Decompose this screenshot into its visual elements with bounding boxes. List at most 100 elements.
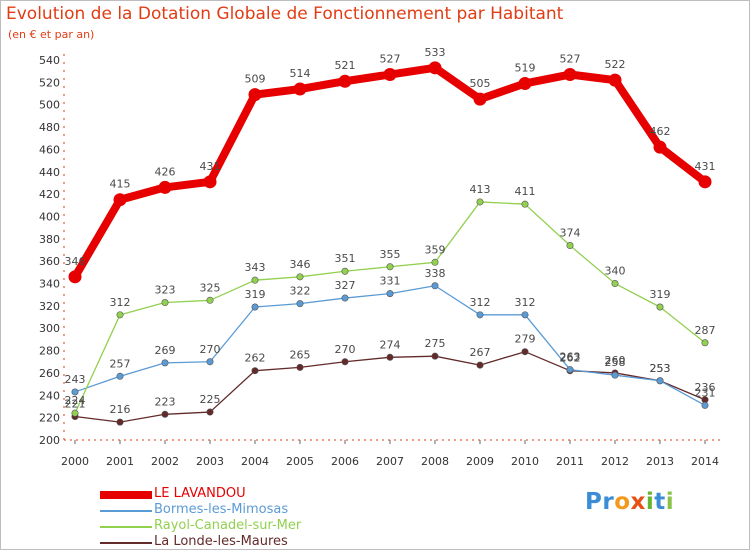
data-point (431, 352, 439, 360)
legend-item: LE LAVANDOU (100, 486, 360, 502)
data-label: 269 (155, 344, 176, 357)
x-tick-label: 2014 (691, 455, 719, 468)
data-point (701, 401, 709, 409)
data-label: 322 (290, 285, 311, 298)
data-point (521, 348, 529, 356)
data-label: 522 (605, 58, 626, 71)
data-point (383, 68, 397, 82)
data-label: 258 (605, 356, 626, 369)
legend-label: Rayol-Canadel-sur-Mer (154, 518, 302, 533)
logo-letter: r (602, 489, 615, 515)
data-point (296, 363, 304, 371)
data-label: 355 (380, 248, 401, 261)
data-label: 270 (335, 343, 356, 356)
y-tick-label: 220 (39, 412, 60, 425)
data-point (653, 140, 667, 154)
data-label: 509 (245, 73, 266, 86)
data-point (113, 193, 127, 207)
x-tick-label: 2013 (646, 455, 674, 468)
data-label: 346 (65, 255, 86, 268)
data-label: 415 (110, 178, 131, 191)
data-label: 243 (65, 373, 86, 386)
data-label: 221 (65, 398, 86, 411)
data-label: 521 (335, 59, 356, 72)
data-label: 267 (470, 346, 491, 359)
y-tick-label: 320 (39, 300, 60, 313)
data-point (611, 280, 619, 288)
data-label: 279 (515, 333, 536, 346)
data-point (521, 311, 529, 319)
data-label: 263 (560, 351, 581, 364)
y-tick-label: 440 (39, 166, 60, 179)
data-label: 274 (380, 338, 401, 351)
y-tick-label: 500 (39, 99, 60, 112)
x-tick-label: 2000 (61, 455, 89, 468)
data-point (158, 180, 172, 194)
data-point (293, 82, 307, 96)
data-point (563, 68, 577, 82)
data-label: 343 (245, 261, 266, 274)
data-label: 287 (695, 324, 716, 337)
data-label: 533 (425, 46, 446, 59)
data-label: 236 (695, 381, 716, 394)
data-label: 260 (605, 354, 626, 367)
data-label: 505 (470, 77, 491, 90)
data-point (608, 73, 622, 87)
data-label: 346 (290, 258, 311, 271)
data-point (251, 303, 259, 311)
logo-letter: t (654, 489, 666, 515)
x-tick-label: 2003 (196, 455, 224, 468)
data-point (161, 359, 169, 367)
y-tick-label: 340 (39, 278, 60, 291)
data-label: 312 (110, 296, 131, 309)
data-point (656, 303, 664, 311)
data-label: 413 (470, 183, 491, 196)
data-point (71, 409, 79, 417)
legend-swatch (100, 491, 152, 499)
data-label: 519 (515, 61, 536, 74)
data-point (341, 294, 349, 302)
legend-swatch (100, 510, 152, 512)
data-point (518, 76, 532, 90)
data-point (341, 358, 349, 366)
x-tick-label: 2002 (151, 455, 179, 468)
y-tick-label: 420 (39, 188, 60, 201)
data-label: 312 (515, 296, 536, 309)
chart-subtitle: (en € et par an) (8, 28, 95, 41)
x-tick-label: 2009 (466, 455, 494, 468)
data-point (566, 366, 574, 374)
data-point (386, 290, 394, 298)
data-label: 319 (650, 288, 671, 301)
y-tick-label: 380 (39, 233, 60, 246)
data-label: 323 (155, 284, 176, 297)
y-tick-label: 480 (39, 121, 60, 134)
legend-item: Bormes-les-Mimosas (100, 502, 360, 518)
data-point (386, 353, 394, 361)
data-label: 225 (200, 393, 221, 406)
data-label: 253 (650, 362, 671, 375)
y-tick-label: 200 (39, 434, 60, 447)
data-label: 338 (425, 267, 446, 280)
data-label: 312 (470, 296, 491, 309)
data-label: 351 (335, 252, 356, 265)
legend-swatch (100, 526, 152, 528)
logo-letter: o (614, 489, 631, 515)
data-label: 319 (245, 288, 266, 301)
data-label: 340 (605, 265, 626, 278)
legend-item: La Londe-les-Maures (100, 534, 360, 550)
y-tick-label: 240 (39, 389, 60, 402)
data-point (476, 361, 484, 369)
y-tick-label: 360 (39, 255, 60, 268)
data-label: 262 (560, 352, 581, 365)
data-label: 275 (425, 337, 446, 350)
legend-label: LE LAVANDOU (154, 486, 246, 501)
data-point (161, 410, 169, 418)
data-point (71, 388, 79, 396)
logo-letter: x (630, 489, 646, 515)
data-point (116, 372, 124, 380)
data-point (116, 311, 124, 319)
data-label: 431 (200, 160, 221, 173)
data-label: 224 (65, 394, 86, 407)
data-label: 374 (560, 227, 581, 240)
